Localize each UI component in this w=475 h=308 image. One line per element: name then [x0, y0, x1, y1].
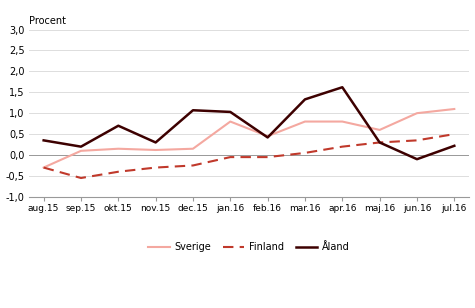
Finland: [451, 132, 457, 136]
Sverige: [340, 120, 345, 124]
Finland: [153, 166, 159, 169]
Sverige: [451, 107, 457, 111]
Sverige: [78, 149, 84, 153]
Åland: [302, 98, 308, 101]
Åland: [115, 124, 121, 128]
Finland: [302, 151, 308, 155]
Line: Sverige: Sverige: [44, 109, 454, 168]
Finland: [41, 166, 47, 169]
Legend: Sverige, Finland, Åland: Sverige, Finland, Åland: [144, 238, 354, 256]
Sverige: [302, 120, 308, 124]
Åland: [414, 157, 420, 161]
Finland: [377, 141, 382, 144]
Sverige: [153, 148, 159, 152]
Sverige: [190, 147, 196, 151]
Sverige: [414, 111, 420, 115]
Åland: [41, 139, 47, 142]
Finland: [265, 155, 270, 159]
Finland: [78, 176, 84, 180]
Åland: [340, 85, 345, 89]
Sverige: [41, 166, 47, 169]
Sverige: [228, 120, 233, 124]
Sverige: [265, 134, 270, 138]
Text: Procent: Procent: [28, 16, 66, 26]
Finland: [340, 145, 345, 148]
Finland: [414, 139, 420, 142]
Åland: [377, 141, 382, 144]
Åland: [190, 108, 196, 112]
Sverige: [115, 147, 121, 151]
Åland: [153, 141, 159, 144]
Finland: [115, 170, 121, 174]
Finland: [190, 164, 196, 167]
Line: Finland: Finland: [44, 134, 454, 178]
Sverige: [377, 128, 382, 132]
Åland: [451, 144, 457, 148]
Åland: [78, 145, 84, 148]
Åland: [228, 110, 233, 114]
Finland: [228, 155, 233, 159]
Line: Åland: Åland: [44, 87, 454, 159]
Åland: [265, 136, 270, 139]
